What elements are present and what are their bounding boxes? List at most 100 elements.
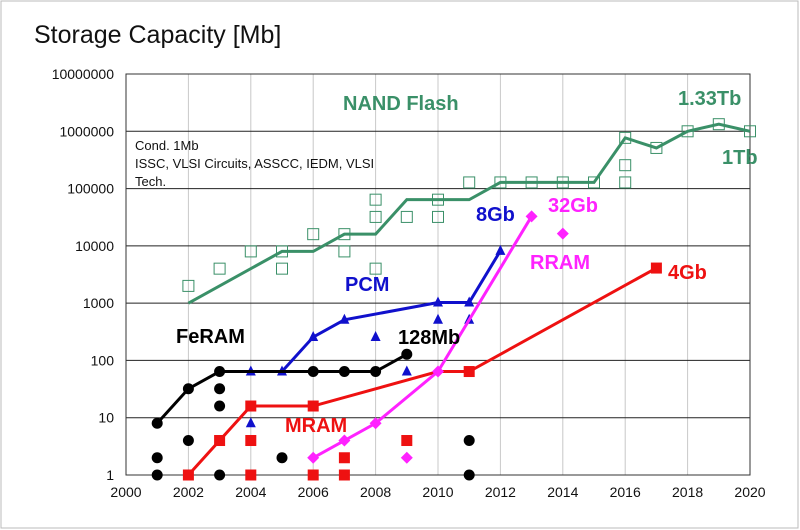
data-point-square	[619, 131, 632, 144]
annotation-label: FeRAM	[176, 326, 245, 348]
trend-line	[187, 122, 751, 305]
data-point-triangle	[370, 331, 381, 342]
data-point-diamond	[525, 210, 538, 223]
x-tick-label: 2002	[173, 484, 204, 500]
annotation-label: 8Gb	[476, 204, 515, 226]
data-point-circle	[214, 400, 226, 412]
x-tick-label: 2014	[547, 484, 578, 500]
data-point-square	[650, 262, 662, 274]
x-tick-label: 2018	[672, 484, 703, 500]
data-point-square	[213, 262, 226, 275]
annotation-label: 32Gb	[548, 195, 598, 217]
annotation-label: MRAM	[285, 415, 347, 437]
annotation-label: PCM	[345, 274, 389, 296]
data-point-circle	[463, 435, 475, 447]
data-point-circle	[214, 366, 226, 378]
data-point-square	[338, 228, 351, 241]
y-tick-label: 1000	[83, 295, 114, 311]
data-point-square	[276, 262, 288, 275]
y-axis: 1 10 100 1000 10000 100000 1000000 10000000	[52, 66, 115, 483]
data-point-square	[369, 193, 382, 206]
data-point-square	[244, 245, 257, 258]
data-point-circle	[151, 417, 163, 429]
data-point-square	[744, 125, 756, 138]
series-feram	[151, 348, 475, 481]
data-point-square	[588, 176, 600, 189]
series-group	[151, 118, 756, 481]
annotation-label: RRAM	[530, 252, 590, 274]
x-tick-label: 2010	[422, 484, 453, 500]
data-point-square	[463, 366, 475, 378]
data-point-square	[245, 435, 257, 447]
data-point-triangle	[401, 365, 412, 376]
x-tick-label: 2004	[235, 484, 266, 500]
x-tick-label: 2016	[610, 484, 641, 500]
data-point-circle	[276, 452, 288, 464]
data-point-square	[619, 159, 632, 172]
data-point-diamond	[432, 365, 444, 378]
data-point-square	[681, 125, 694, 138]
data-point-square	[245, 469, 257, 481]
data-point-triangle	[339, 313, 350, 324]
annotation-label: NAND Flash	[343, 93, 459, 115]
series-mram	[182, 262, 662, 481]
trend-line	[156, 352, 408, 425]
y-tick-label: 10000	[75, 238, 114, 254]
data-point-square	[463, 176, 476, 189]
data-point-square	[276, 245, 288, 258]
series-nand-flash	[182, 118, 756, 305]
data-point-square	[432, 193, 444, 206]
data-point-square	[338, 452, 350, 464]
note-line: Tech.	[135, 174, 166, 189]
data-point-square	[214, 435, 226, 447]
data-point-circle	[463, 469, 475, 481]
note-line: ISSC, VLSI Circuits, ASSCC, IEDM, VLSI	[135, 156, 374, 171]
data-point-circle	[182, 383, 194, 395]
data-point-circle	[151, 452, 163, 464]
data-point-square	[556, 176, 569, 189]
data-point-diamond	[307, 451, 320, 464]
data-point-diamond	[400, 451, 413, 464]
data-point-square	[401, 435, 413, 447]
data-point-square	[338, 469, 350, 481]
x-tick-label: 2012	[485, 484, 516, 500]
y-tick-label: 100	[91, 352, 115, 368]
data-point-triangle	[433, 313, 443, 324]
data-point-triangle	[308, 331, 319, 342]
data-point-square	[650, 141, 663, 154]
annotations: NAND Flash 1.33Tb 1Tb 8Gb 32Gb RRAM 4Gb PCM FeRA…	[176, 88, 758, 437]
data-point-square	[307, 400, 319, 412]
data-point-diamond	[338, 434, 351, 447]
data-point-circle	[307, 366, 319, 378]
note-line: Cond. 1Mb	[135, 138, 199, 153]
data-point-triangle	[464, 296, 475, 307]
data-point-circle	[214, 469, 226, 481]
data-point-square	[525, 176, 538, 189]
data-point-triangle	[495, 244, 506, 255]
source-note: Cond. 1Mb ISSC, VLSI Circuits, ASSCC, IE…	[135, 138, 374, 189]
data-point-diamond	[369, 417, 382, 430]
data-point-circle	[401, 348, 413, 360]
annotation-label: 1Tb	[722, 147, 758, 169]
data-point-square	[369, 210, 382, 223]
data-point-square	[619, 176, 632, 189]
data-point-circle	[214, 383, 226, 395]
data-point-square	[400, 210, 413, 223]
data-point-square	[369, 262, 382, 275]
data-point-diamond	[556, 227, 569, 240]
data-point-circle	[370, 366, 382, 378]
y-tick-label: 10000000	[52, 66, 115, 82]
data-point-square	[307, 228, 320, 241]
x-tick-label: 2000	[110, 484, 141, 500]
data-point-square	[307, 469, 319, 481]
data-point-triangle	[433, 296, 443, 307]
plot-area-border	[125, 73, 751, 476]
x-tick-label: 2006	[298, 484, 329, 500]
data-point-square	[182, 469, 194, 481]
trend-line	[280, 250, 502, 373]
data-point-square	[338, 245, 351, 258]
data-point-square	[245, 400, 257, 412]
